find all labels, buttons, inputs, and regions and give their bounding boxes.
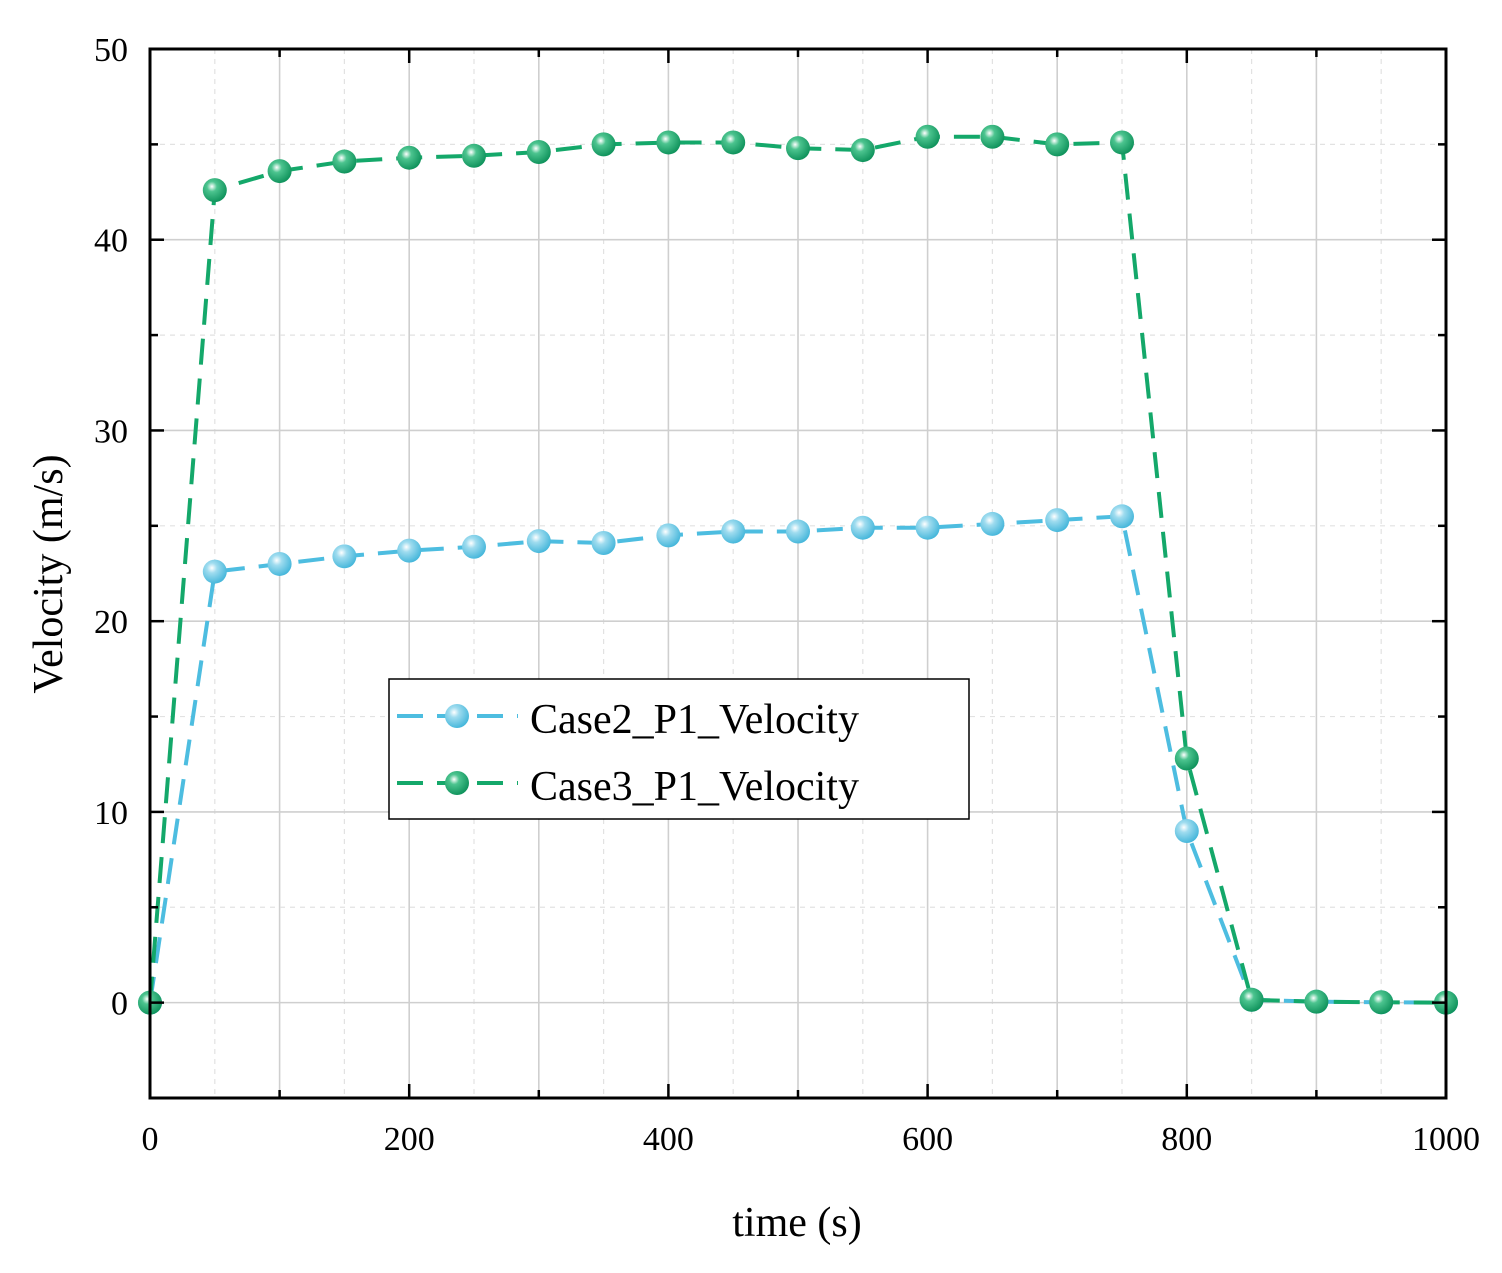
data-point-case3 bbox=[462, 143, 486, 168]
legend-marker-case3 bbox=[445, 771, 469, 795]
y-tick-label: 10 bbox=[94, 795, 128, 832]
x-axis-title: time (s) bbox=[732, 1200, 861, 1246]
legend-entry-case2: Case2_P1_Velocity bbox=[397, 697, 859, 743]
x-tick-label: 0 bbox=[142, 1121, 159, 1158]
data-point-case3 bbox=[1304, 989, 1329, 1014]
data-point-case2 bbox=[786, 519, 810, 544]
data-point-case2 bbox=[1110, 504, 1134, 529]
data-point-case2 bbox=[332, 544, 357, 569]
data-point-case3 bbox=[1110, 130, 1134, 155]
y-tick-label: 0 bbox=[111, 986, 128, 1023]
data-point-case3 bbox=[850, 138, 875, 163]
legend-label-case3: Case3_P1_Velocity bbox=[530, 764, 859, 810]
grid-lines bbox=[150, 49, 1446, 1098]
legend-label-case2: Case2_P1_Velocity bbox=[530, 697, 859, 743]
y-tick-label: 20 bbox=[94, 604, 128, 641]
legend-marker-case2 bbox=[445, 704, 469, 728]
data-point-case3 bbox=[656, 130, 681, 155]
tick-labels: 0 200 400 600 800 1000 0 10 20 30 40 50 bbox=[94, 32, 1480, 1158]
data-point-case3 bbox=[915, 124, 940, 149]
data-point-case3 bbox=[721, 130, 746, 155]
data-point-case2 bbox=[526, 529, 551, 554]
x-tick-label: 600 bbox=[902, 1121, 953, 1158]
data-point-case3 bbox=[980, 124, 1005, 149]
y-tick-label: 50 bbox=[94, 32, 128, 69]
data-point-case3 bbox=[397, 145, 422, 170]
data-point-case3 bbox=[526, 139, 551, 164]
data-point-case3 bbox=[786, 136, 810, 161]
data-point-case2 bbox=[591, 530, 616, 555]
y-axis-title: Velocity (m/s) bbox=[26, 454, 72, 693]
x-tick-label: 800 bbox=[1161, 1121, 1212, 1158]
x-tick-label: 1000 bbox=[1412, 1121, 1480, 1158]
data-point-case3 bbox=[202, 178, 227, 203]
data-point-case3 bbox=[1174, 746, 1199, 771]
y-tick-label: 40 bbox=[94, 223, 128, 260]
data-point-case2 bbox=[980, 511, 1005, 536]
data-point-case3 bbox=[267, 159, 292, 184]
data-point-case2 bbox=[850, 515, 875, 540]
data-point-case2 bbox=[462, 534, 486, 559]
data-point-case2 bbox=[915, 515, 940, 540]
legend-entry-case3: Case3_P1_Velocity bbox=[397, 764, 859, 810]
y-tick-label: 30 bbox=[94, 413, 128, 450]
data-point-case2 bbox=[1174, 818, 1199, 843]
data-point-case3 bbox=[1369, 990, 1394, 1015]
data-point-case2 bbox=[202, 559, 227, 584]
data-point-case3 bbox=[1045, 132, 1070, 157]
data-point-case3 bbox=[332, 149, 357, 174]
data-point-case2 bbox=[267, 551, 292, 576]
x-tick-label: 200 bbox=[384, 1121, 435, 1158]
data-point-case2 bbox=[1045, 508, 1070, 533]
data-point-case2 bbox=[656, 523, 681, 548]
x-tick-label: 400 bbox=[643, 1121, 694, 1158]
legend: Case2_P1_Velocity Case3_P1_Velocity bbox=[388, 678, 970, 820]
legend-box bbox=[388, 678, 970, 820]
data-point-case3 bbox=[1239, 987, 1264, 1012]
data-point-case2 bbox=[721, 519, 746, 544]
data-point-case3 bbox=[591, 132, 616, 157]
data-point-case2 bbox=[397, 538, 422, 563]
axes bbox=[148, 47, 1448, 1100]
